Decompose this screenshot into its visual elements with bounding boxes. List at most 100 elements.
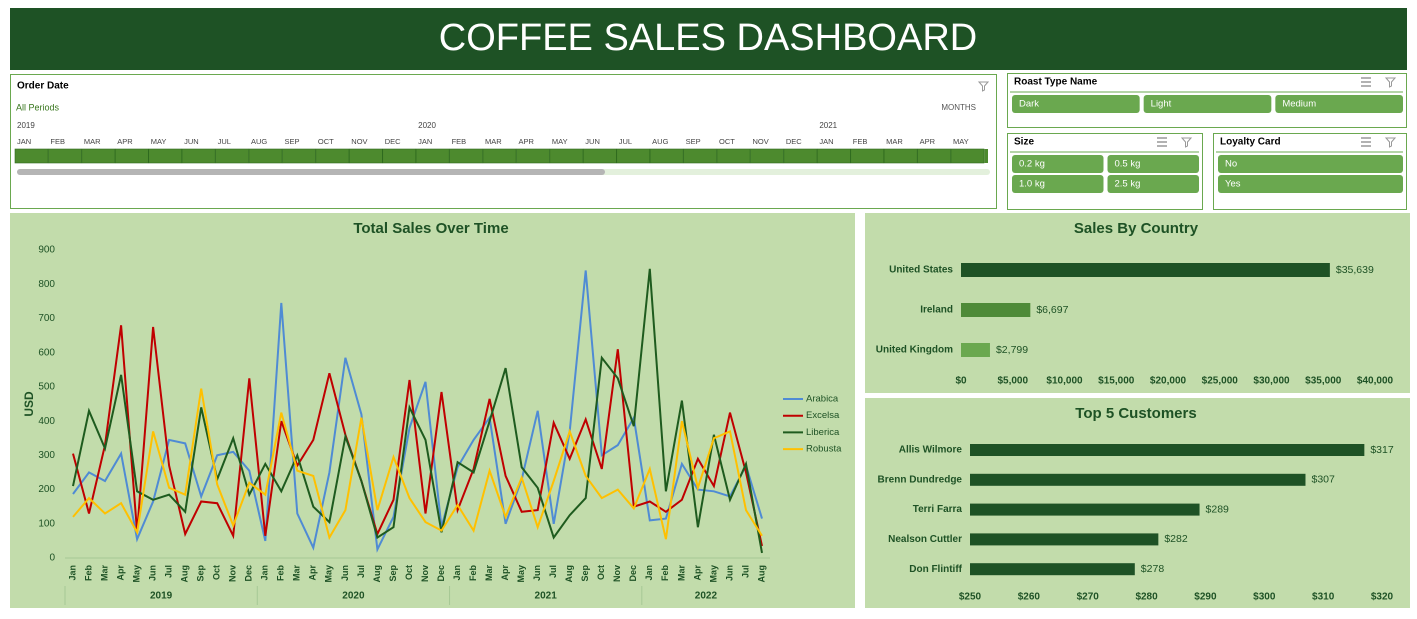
- timeline-segment[interactable]: [950, 148, 985, 164]
- dashboard-title: COFFEE SALES DASHBOARD: [439, 17, 977, 59]
- timeline-month[interactable]: JAN: [819, 137, 833, 146]
- timeline-year: 2021: [819, 121, 837, 130]
- slicer-button[interactable]: [1012, 175, 1104, 193]
- timeline-segment[interactable]: [81, 148, 116, 164]
- timeline-segment[interactable]: [382, 148, 417, 164]
- timeline-month[interactable]: NOV: [351, 137, 367, 146]
- clear-filter-icon[interactable]: [1180, 137, 1193, 148]
- timeline-segment[interactable]: [917, 148, 951, 164]
- timeline-segment[interactable]: [215, 148, 249, 164]
- x-tick-label: Dec: [244, 565, 254, 582]
- timeline-segment[interactable]: [783, 148, 818, 164]
- x-tick-label: Jan: [67, 565, 77, 581]
- slicer-button[interactable]: [1012, 95, 1140, 113]
- timeline-month[interactable]: AUG: [251, 137, 267, 146]
- timeline-month[interactable]: FEB: [50, 137, 65, 146]
- timeline-segment[interactable]: [750, 148, 784, 164]
- timeline-month[interactable]: APR: [518, 137, 534, 146]
- timeline-segment[interactable]: [415, 148, 450, 164]
- slicer-button[interactable]: [1107, 175, 1200, 193]
- timeline-month[interactable]: MAY: [953, 137, 969, 146]
- timeline-segment[interactable]: [14, 148, 49, 164]
- x-tick-label: Dec: [436, 565, 446, 582]
- timeline-segment[interactable]: [716, 148, 751, 164]
- timeline-month[interactable]: AUG: [652, 137, 668, 146]
- slicer-item[interactable]: Light: [1151, 99, 1172, 110]
- timeline-segment[interactable]: [148, 148, 183, 164]
- timeline-month[interactable]: JUN: [585, 137, 600, 146]
- timeline-segment[interactable]: [817, 148, 851, 164]
- y-tick-label: 900: [38, 245, 55, 256]
- timeline-segment[interactable]: [482, 148, 517, 164]
- slicer-item[interactable]: 0.5 kg: [1115, 159, 1141, 170]
- timeline-segment[interactable]: [248, 148, 283, 164]
- slicer-button[interactable]: [1143, 95, 1272, 113]
- bar: [961, 303, 1031, 317]
- clear-filter-icon: [977, 81, 990, 92]
- timeline-month[interactable]: NOV: [752, 137, 768, 146]
- value-label: $2,799: [996, 344, 1028, 356]
- scroll-thumb[interactable]: [17, 169, 605, 175]
- timeline-segment[interactable]: [683, 148, 717, 164]
- timeline-segment[interactable]: [549, 148, 584, 164]
- multi-select-icon[interactable]: [1361, 137, 1371, 147]
- timeline-segment[interactable]: [649, 148, 684, 164]
- timeline-month[interactable]: JAN: [418, 137, 432, 146]
- timeline-month[interactable]: APR: [920, 137, 936, 146]
- timeline-segment[interactable]: [114, 148, 149, 164]
- x-tick-label: Apr: [692, 565, 702, 581]
- timeline-month[interactable]: MAR: [485, 137, 502, 146]
- timeline-segment[interactable]: [583, 148, 617, 164]
- timeline-segment[interactable]: [282, 148, 316, 164]
- timeline-segment[interactable]: [48, 148, 82, 164]
- slicer-item[interactable]: 2.5 kg: [1115, 179, 1141, 190]
- timeline-month[interactable]: OCT: [318, 137, 334, 146]
- timeline-month[interactable]: DEC: [385, 137, 401, 146]
- timeline-month[interactable]: JUL: [619, 137, 632, 146]
- timeline-month[interactable]: APR: [117, 137, 133, 146]
- slicer-item[interactable]: Yes: [1225, 179, 1241, 190]
- timeline-month[interactable]: JAN: [17, 137, 31, 146]
- timeline-month[interactable]: JUL: [218, 137, 231, 146]
- timeline-month[interactable]: MAR: [84, 137, 101, 146]
- timeline-month[interactable]: DEC: [786, 137, 802, 146]
- slicer-item[interactable]: Medium: [1282, 99, 1316, 110]
- slicer-button[interactable]: [1218, 155, 1403, 173]
- x-tick-label: May: [708, 565, 718, 583]
- bar: [970, 444, 1365, 456]
- slicer-item[interactable]: 0.2 kg: [1019, 159, 1045, 170]
- timeline-month[interactable]: MAY: [151, 137, 167, 146]
- timeline-segment[interactable]: [348, 148, 383, 164]
- slicer-button[interactable]: [1218, 175, 1403, 193]
- multi-select-icon[interactable]: [1361, 77, 1371, 87]
- slicer-button[interactable]: [1275, 95, 1403, 113]
- timeline-month[interactable]: OCT: [719, 137, 735, 146]
- timeline-month[interactable]: FEB: [452, 137, 467, 146]
- timeline-month[interactable]: SEP: [686, 137, 701, 146]
- timeline-segment[interactable]: [315, 148, 350, 164]
- clear-filter-icon[interactable]: [1384, 137, 1397, 148]
- slicer-button[interactable]: [1107, 155, 1200, 173]
- timeline-segment[interactable]: [449, 148, 483, 164]
- category-label: Terri Farra: [913, 504, 963, 515]
- slicer-item[interactable]: 1.0 kg: [1019, 179, 1045, 190]
- slicer-button[interactable]: [1012, 155, 1104, 173]
- timeline-segment[interactable]: [616, 148, 651, 164]
- slicer-item[interactable]: Dark: [1019, 99, 1039, 110]
- timeline-segment[interactable]: [850, 148, 885, 164]
- timeline-month[interactable]: MAY: [552, 137, 568, 146]
- x-tick-label: Jul: [356, 565, 366, 578]
- timeline-month[interactable]: MAR: [886, 137, 903, 146]
- y-tick-label: 700: [38, 313, 55, 324]
- clear-filter-icon[interactable]: [1384, 77, 1397, 88]
- timeline-month[interactable]: FEB: [853, 137, 868, 146]
- multi-select-icon[interactable]: [1157, 137, 1167, 147]
- slicer-item[interactable]: No: [1225, 159, 1237, 170]
- timeline-segment[interactable]: [181, 148, 216, 164]
- timeline-segment[interactable]: [883, 148, 918, 164]
- timeline-segment[interactable]: [984, 149, 988, 163]
- timeline-month[interactable]: SEP: [284, 137, 299, 146]
- timeline-segment[interactable]: [516, 148, 550, 164]
- timeline-month[interactable]: JUN: [184, 137, 199, 146]
